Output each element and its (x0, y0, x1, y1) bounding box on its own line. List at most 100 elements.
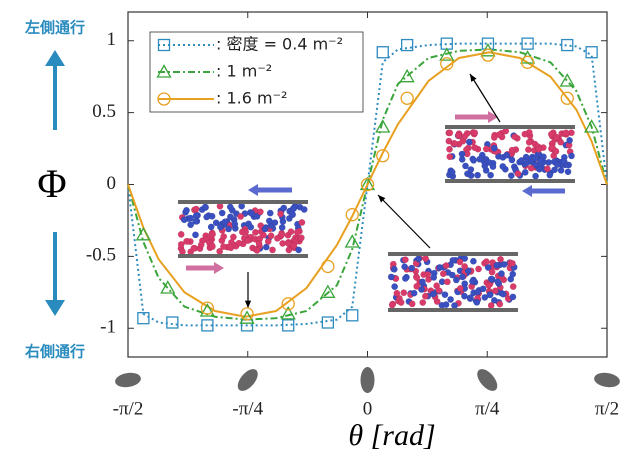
marker (167, 317, 178, 328)
agent (420, 299, 426, 305)
agent (461, 293, 467, 299)
agent (267, 210, 273, 216)
agent (217, 224, 223, 230)
agent (547, 172, 553, 178)
orientation-icon (361, 367, 375, 393)
agent (459, 274, 465, 280)
agent (489, 269, 495, 275)
agent (237, 213, 243, 219)
agent (388, 274, 394, 280)
agent (256, 240, 262, 246)
agent (411, 290, 417, 296)
pointer (378, 195, 430, 248)
agent (178, 231, 184, 237)
agent (443, 301, 449, 307)
agent (280, 218, 286, 224)
marker (377, 47, 388, 58)
agent (286, 247, 292, 253)
agent (544, 166, 550, 172)
agent (487, 172, 493, 178)
agent (252, 229, 258, 235)
agent (402, 275, 408, 281)
agent (401, 290, 407, 296)
agent (470, 258, 476, 264)
marker (322, 317, 333, 328)
agent (192, 232, 198, 238)
agent (487, 292, 493, 298)
agent (494, 262, 500, 268)
agent (294, 229, 300, 235)
agent (419, 279, 425, 285)
agent (415, 256, 421, 262)
x-tick-label: 0 (363, 398, 373, 419)
agent (279, 224, 285, 230)
agent (444, 279, 450, 285)
y-axis-label: Φ (37, 161, 66, 206)
agent (509, 260, 515, 266)
agent (288, 229, 294, 235)
agent (563, 130, 569, 136)
agent (561, 158, 567, 164)
agent (447, 154, 453, 160)
agent (232, 221, 238, 227)
agent (227, 204, 233, 210)
agent (518, 157, 524, 163)
agent (500, 163, 506, 169)
agent (522, 169, 528, 175)
agent (394, 290, 400, 296)
agent (228, 245, 234, 251)
agent (558, 139, 564, 145)
agent (269, 247, 275, 253)
agent (498, 270, 504, 276)
pointer-head (470, 74, 477, 82)
agent (488, 276, 494, 282)
agent (509, 157, 515, 163)
agent (277, 211, 283, 217)
agent (536, 146, 542, 152)
wall (388, 308, 518, 312)
agent (522, 131, 528, 137)
x-tick-label: π/4 (475, 398, 500, 419)
agent (442, 291, 448, 297)
agent (209, 231, 215, 237)
wall (445, 125, 575, 129)
y-tick-label: 1 (107, 29, 117, 50)
agent (510, 271, 516, 277)
agent (413, 283, 419, 289)
wall (178, 254, 308, 258)
agent (491, 134, 497, 140)
agent (191, 245, 197, 251)
chart: Φ θ [rad] 左側通行 右側通行 -1-0.500.51-π/2-π/40… (0, 0, 635, 459)
agent (409, 265, 415, 271)
agent (528, 165, 534, 171)
agent (402, 256, 408, 262)
wall (178, 200, 308, 204)
agent (497, 301, 503, 307)
agent (472, 130, 478, 136)
agent (198, 242, 204, 248)
agent (295, 247, 301, 253)
agent (468, 172, 474, 178)
agent (401, 264, 407, 270)
agent (422, 293, 428, 299)
flow-arrow-head (248, 184, 258, 196)
y-tick-label: 0.5 (92, 101, 116, 122)
agent (526, 139, 532, 145)
agent (278, 232, 284, 238)
agent (566, 137, 572, 143)
agent (512, 134, 518, 140)
x-axis-label: θ [rad] (348, 419, 435, 452)
agent (208, 224, 214, 230)
agent (455, 132, 461, 138)
agent (202, 204, 208, 210)
agent (248, 224, 254, 230)
annotation: 右側通行 (25, 343, 85, 361)
x-tick-label: π/2 (595, 398, 619, 419)
agent (268, 233, 274, 239)
agent (565, 169, 571, 175)
agent (262, 226, 268, 232)
flow-arrow-head (522, 185, 532, 197)
agent (179, 248, 185, 254)
flow-arrow-head (214, 262, 224, 274)
x-tick-label: -π/2 (113, 398, 144, 419)
